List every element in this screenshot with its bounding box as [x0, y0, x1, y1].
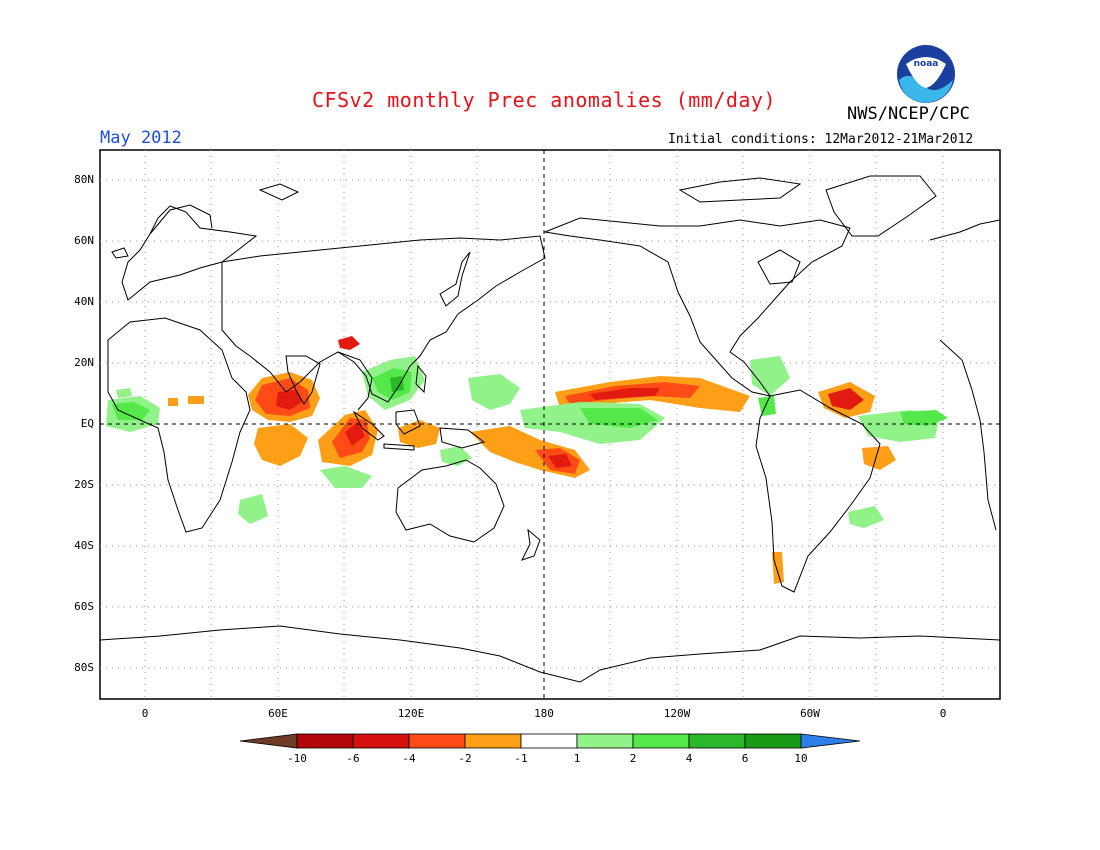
anomaly-western-pacific-green: [468, 374, 520, 410]
coast-south-america: [755, 389, 881, 593]
colorbar-tick-m1: -1: [514, 752, 528, 765]
colorbar-tick-m2: -2: [458, 752, 472, 765]
lon-label-60e: 60E: [268, 707, 288, 720]
anomaly-central-america-green: [750, 356, 790, 396]
coast-iceland: [111, 247, 129, 259]
coast-africa-east-edge: [939, 339, 997, 531]
lat-label-eq: EQ: [80, 417, 94, 430]
anomaly-arabian-sea-core: [276, 390, 302, 410]
anomaly-brazil-orange: [862, 446, 896, 470]
lat-label-20n: 20N: [74, 356, 94, 369]
colorbar-cap-high: [800, 733, 861, 749]
anomaly-central-america-green2: [758, 396, 776, 416]
colorbar-tick-p2: 2: [629, 752, 637, 765]
anomaly-central-pacific-green2: [580, 408, 658, 428]
colorbar-tick-m6: -6: [346, 752, 360, 765]
map-grid: [100, 150, 1000, 699]
lon-label-180: 180: [534, 707, 554, 720]
colorbar-bin-2: [352, 733, 410, 749]
lat-label-80s: 80S: [74, 661, 94, 674]
coast-arctic-islands: [678, 177, 802, 203]
anomaly-south-atlantic-green: [848, 506, 884, 528]
coastlines: [99, 175, 1001, 683]
coast-indochina: [337, 351, 373, 411]
lat-label-60s: 60S: [74, 600, 94, 613]
forecast-month: May 2012: [100, 128, 182, 148]
colorbar-tick-p10: 10: [794, 752, 808, 765]
coast-java: [383, 443, 415, 451]
coast-sumatra: [352, 410, 385, 441]
colorbar-tick-p4: 4: [685, 752, 693, 765]
colorbar-bin-8: [688, 733, 746, 749]
agency-label: NWS/NCEP/CPC: [847, 104, 970, 124]
coast-scandinavia: [149, 204, 213, 235]
anomaly-arabian-green: [116, 388, 132, 398]
colorbar-bin-3: [408, 733, 466, 749]
colorbar-tick-m10: -10: [287, 752, 307, 765]
colorbar-bin-5: [520, 733, 578, 749]
colorbar: [239, 733, 861, 749]
coast-europe: [121, 205, 258, 301]
colorbar-bin-1: [296, 733, 354, 749]
coast-asia: [221, 235, 546, 403]
colorbar-tick-p1: 1: [573, 752, 581, 765]
lat-label-20s: 20S: [74, 478, 94, 491]
lon-label-120e: 120E: [397, 707, 425, 720]
coast-hudson-bay: [757, 249, 801, 285]
coast-borneo: [395, 409, 421, 435]
initial-conditions: Initial conditions: 12Mar2012-21Mar2012: [668, 132, 974, 147]
anomaly-equatorial-atlantic-green2: [900, 410, 948, 426]
colorbar-bin-6: [576, 733, 634, 749]
coast-greenland: [825, 175, 937, 237]
lat-label-80n: 80N: [74, 173, 94, 186]
colorbar-bin-9: [744, 733, 802, 749]
coast-antarctica: [99, 625, 1001, 683]
noaa-logo: noaa: [897, 45, 955, 103]
anomaly-arabia-orange: [168, 398, 178, 406]
lat-label-60n: 60N: [74, 234, 94, 247]
coast-india: [285, 355, 321, 405]
coast-japan: [439, 251, 471, 307]
lon-label-0-west: 0: [141, 707, 149, 720]
anomaly-madagascar-green: [238, 494, 268, 524]
anomaly-arabia-orange2: [188, 396, 204, 404]
lon-label-120w: 120W: [663, 707, 691, 720]
anomaly-africa-green2: [112, 402, 150, 420]
lon-label-60w: 60W: [800, 707, 820, 720]
anomaly-patagonia-orange: [772, 552, 784, 584]
lon-label-0-east: 0: [939, 707, 947, 720]
colorbar-tick-p6: 6: [741, 752, 749, 765]
coast-africa: [107, 317, 251, 533]
colorbar-tick-m4: -4: [402, 752, 416, 765]
coast-new-guinea: [439, 427, 486, 449]
noaa-logo-text: noaa: [914, 59, 939, 69]
colorbar-cap-low: [239, 733, 298, 749]
anomaly-indonesia-orange: [398, 420, 440, 448]
lat-label-40s: 40S: [74, 539, 94, 552]
coast-north-america: [543, 217, 851, 397]
coast-philippines: [415, 364, 427, 394]
colorbar-bin-7: [632, 733, 690, 749]
coast-australia: [395, 459, 505, 543]
anomaly-atlantic-red: [828, 388, 864, 410]
lat-label-40n: 40N: [74, 295, 94, 308]
anomaly-tibet-red: [338, 336, 360, 350]
anomaly-indian-green: [320, 466, 372, 488]
colorbar-bin-4: [464, 733, 522, 749]
chart-title: CFSv2 monthly Prec anomalies (mm/day): [312, 88, 777, 112]
anomaly-itcz-core: [590, 388, 660, 400]
anomaly-spcz-core: [548, 454, 572, 468]
anomaly-sw-asia-green3: [390, 376, 404, 392]
anomaly-east-indian-core: [345, 422, 365, 446]
anomaly-sw-indian-orange: [254, 424, 308, 466]
coast-europe-east-edge: [929, 219, 1001, 241]
coast-new-zealand: [521, 528, 541, 561]
coast-svalbard: [258, 183, 300, 201]
